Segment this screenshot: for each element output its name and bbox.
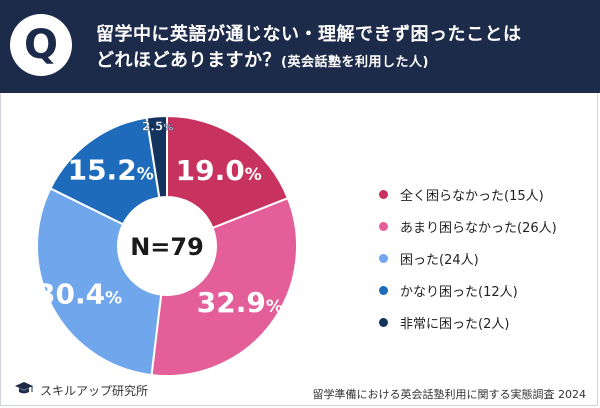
question-title-line2: どれほどありますか？(英会話塾を利用した人): [96, 48, 586, 76]
legend-item-4: 非常に困った(2人): [379, 306, 594, 338]
pie-label-4: 2.5%: [142, 119, 173, 133]
center-label: N=79: [130, 233, 204, 261]
question-title-main: どれほどありますか？: [96, 50, 281, 71]
legend-dot-icon: [379, 317, 388, 327]
legend-dot-icon: [379, 285, 388, 295]
brand-logo: スキルアップ研究所: [14, 381, 148, 400]
legend: 全く困らなかった(15人) あまり困らなかった(26人) 困った(24人) かなり困っ…: [379, 178, 594, 338]
brand-name: スキルアップ研究所: [40, 384, 149, 398]
pie-label-0: 19.0%: [176, 154, 262, 187]
center-hole: [117, 196, 217, 296]
legend-label: 全く困らなかった(15人): [400, 188, 544, 204]
legend-label: あまり困らなかった(26人): [400, 220, 557, 236]
pie-label-3: 15.2%: [68, 153, 154, 186]
question-title-line1: 留学中に英語が通じない・理解できず困ったことは: [96, 24, 522, 45]
pie-label-1: 32.9%: [197, 286, 283, 319]
legend-label: 困った(24人): [400, 252, 479, 268]
legend-label: 非常に困った(2人): [400, 316, 510, 332]
q-badge: Q: [10, 14, 72, 76]
pie-label-2: 30.4%: [36, 278, 122, 311]
legend-item-3: かなり困った(12人): [379, 274, 594, 306]
graduation-cap-icon: [14, 381, 34, 400]
question-title-note: (英会話塾を利用した人): [281, 55, 429, 70]
pie-chart: N=79 19.0% 32.9% 30.4% 15.2% 2.5%: [36, 114, 298, 376]
legend-item-1: あまり困らなかった(26人): [379, 210, 594, 242]
legend-dot-icon: [379, 221, 388, 231]
pie-labels: 19.0% 32.9% 30.4% 15.2% 2.5%: [36, 119, 283, 319]
legend-dot-icon: [379, 253, 388, 263]
question-header: Q 留学中に英語が通じない・理解できず困ったことは どれほどありますか？(英会話…: [0, 0, 600, 93]
source-note: 留学準備における英会話塾利用に関する実態調査 2024: [312, 388, 587, 401]
question-title: 留学中に英語が通じない・理解できず困ったことは どれほどありますか？(英会話塾を…: [96, 22, 586, 76]
legend-label: かなり困った(12人): [400, 284, 518, 300]
legend-item-0: 全く困らなかった(15人): [379, 178, 594, 210]
legend-dot-icon: [379, 189, 388, 199]
legend-item-2: 困った(24人): [379, 242, 594, 274]
